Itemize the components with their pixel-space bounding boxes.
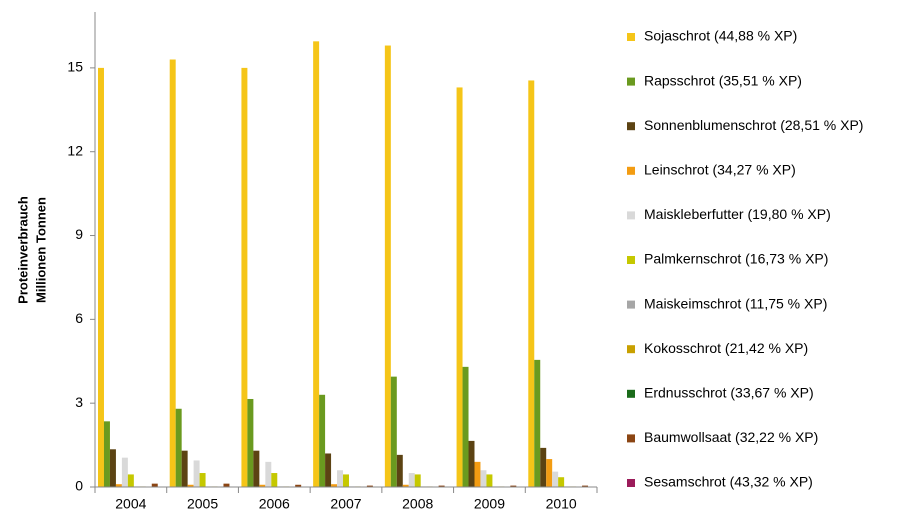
- bar: [534, 359, 541, 487]
- bar: [103, 421, 110, 487]
- bar: [540, 447, 547, 487]
- bar: [169, 59, 176, 487]
- bar: [414, 474, 421, 487]
- bar: [253, 450, 260, 487]
- legend-swatch: [627, 389, 635, 398]
- bar: [199, 473, 206, 487]
- bar: [384, 45, 391, 487]
- x-tick-label: 2004: [115, 496, 146, 512]
- bar: [271, 473, 278, 487]
- bar: [438, 485, 445, 487]
- bar: [528, 80, 535, 488]
- bar: [325, 453, 332, 487]
- bar: [582, 485, 589, 487]
- y-tick-label: 15: [67, 59, 83, 75]
- x-tick-label: 2008: [402, 496, 433, 512]
- bar: [151, 483, 158, 487]
- bar: [313, 41, 320, 488]
- bar: [510, 485, 517, 487]
- bar: [396, 454, 403, 487]
- bar: [109, 449, 116, 487]
- bar: [462, 366, 469, 487]
- bar: [115, 484, 122, 487]
- legend-swatch: [627, 479, 635, 487]
- legend-label: Sesamschrot (43,32 % XP): [644, 474, 813, 490]
- bar: [187, 484, 194, 487]
- bar: [468, 440, 475, 487]
- legend-label: Palmkernschrot (16,73 % XP): [644, 251, 828, 267]
- x-tick-label: 2010: [546, 496, 577, 512]
- bar: [98, 67, 104, 487]
- bar: [546, 459, 553, 487]
- bar: [241, 67, 248, 487]
- bar: [121, 457, 128, 487]
- legend-label: Maiskleberfutter (19,80 % XP): [644, 206, 831, 222]
- legend-label: Rapsschrot (35,51 % XP): [644, 72, 802, 88]
- legend-swatch: [627, 434, 635, 443]
- bar: [552, 471, 559, 487]
- legend-swatch: [627, 166, 635, 175]
- y-tick-label: 6: [75, 310, 83, 326]
- legend-swatch: [627, 122, 635, 131]
- bar: [295, 484, 302, 487]
- legend-label: Leinschrot (34,27 % XP): [644, 162, 796, 178]
- legend-swatch: [627, 77, 635, 86]
- bar: [480, 470, 487, 487]
- legend-label: Maiskeimschrot (11,75 % XP): [644, 295, 827, 311]
- legend-label: Kokosschrot (21,42 % XP): [644, 340, 808, 356]
- x-tick-label: 2005: [187, 496, 218, 512]
- legend-label: Sonnenblumenschrot (28,51 % XP): [644, 117, 863, 133]
- x-tick-label: 2007: [330, 496, 361, 512]
- bar: [175, 408, 182, 487]
- y-axis-label: Millionen Tonnen: [33, 197, 48, 303]
- legend-swatch: [627, 345, 635, 354]
- legend-swatch: [627, 256, 635, 264]
- bar: [402, 484, 409, 487]
- bar: [366, 485, 373, 487]
- bar: [474, 461, 481, 487]
- legend-label: Erdnusschrot (33,67 % XP): [644, 385, 814, 401]
- y-tick-label: 0: [75, 478, 83, 494]
- x-tick-label: 2006: [259, 496, 290, 512]
- bar: [331, 484, 338, 487]
- bar: [127, 474, 134, 487]
- y-tick-label: 3: [75, 394, 83, 410]
- x-tick-label: 2009: [474, 496, 505, 512]
- bar: [390, 376, 397, 487]
- bar: [486, 474, 493, 487]
- bar: [558, 477, 565, 487]
- bar: [223, 483, 230, 487]
- y-axis-label: Proteinverbrauch: [15, 196, 30, 304]
- legend-swatch: [627, 300, 635, 309]
- y-tick-label: 9: [75, 226, 83, 242]
- legend-label: Baumwollsaat (32,22 % XP): [644, 429, 818, 445]
- bar: [259, 484, 266, 487]
- bar: [408, 473, 415, 487]
- bar: [247, 398, 254, 487]
- bar: [343, 474, 349, 487]
- legend-label: Sojaschrot (44,88 % XP): [644, 28, 797, 44]
- bar: [319, 394, 326, 487]
- bar: [181, 450, 188, 487]
- bar: [337, 470, 344, 487]
- bar: [265, 461, 272, 487]
- bar: [193, 460, 200, 487]
- y-tick-label: 12: [67, 142, 83, 158]
- legend-swatch: [627, 211, 635, 220]
- bar: [456, 87, 463, 488]
- legend-swatch: [627, 33, 635, 41]
